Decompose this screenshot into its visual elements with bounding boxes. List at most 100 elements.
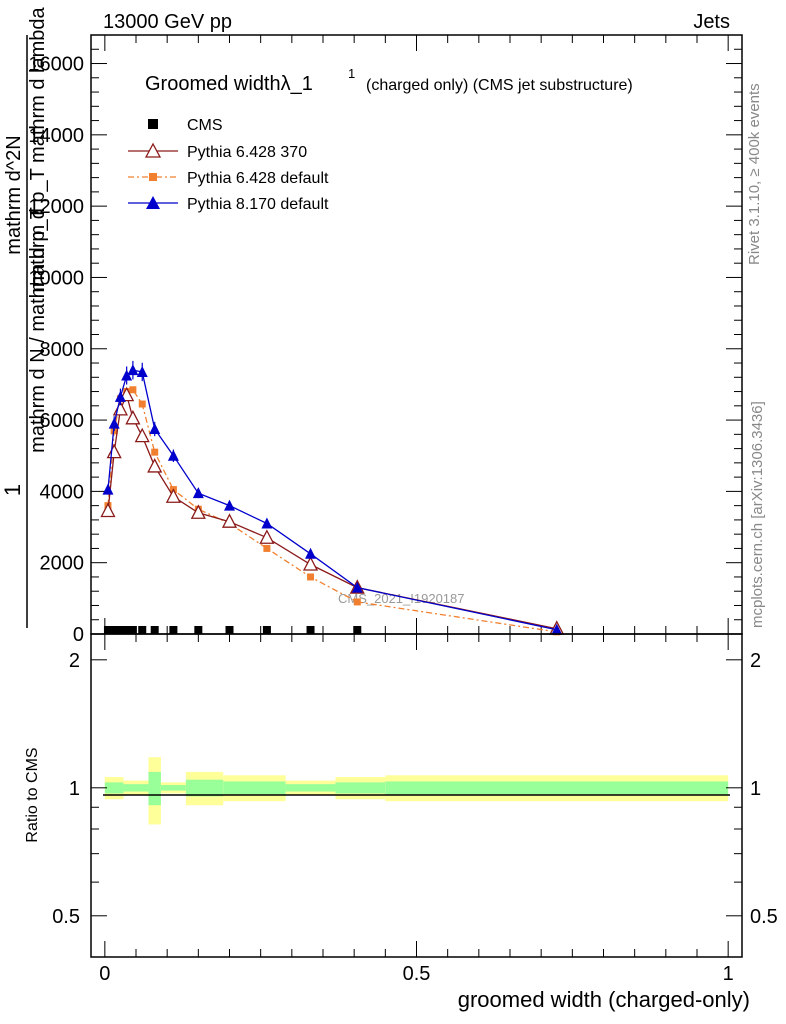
data-point xyxy=(128,626,137,634)
ratio-green-band xyxy=(104,782,124,794)
data-point xyxy=(121,369,133,381)
ratio-y-label: Ratio to CMS xyxy=(24,747,41,842)
ratio-ytick-label-right: 2 xyxy=(750,650,761,672)
main-ytick-label: 12000 xyxy=(28,196,84,218)
ylabel-numerator-1: 1 xyxy=(0,484,25,496)
main-ytick-labels: 0 2000 4000 6000 8000 10000 12000 14000 16000 xyxy=(28,54,84,646)
data-point xyxy=(261,517,273,529)
data-point xyxy=(103,626,112,634)
legend-label-pythia6-default: Pythia 6.428 default xyxy=(187,170,329,187)
series-pythia-6-428-370 xyxy=(100,386,565,635)
ratio-bands xyxy=(104,757,729,825)
main-panel: 0 2000 4000 6000 8000 10000 12000 14000 16000 1 … xyxy=(0,6,743,646)
data-point xyxy=(259,529,275,544)
legend-entry-pythia6-default: Pythia 6.428 default xyxy=(128,170,329,187)
header-left: 13000 GeV pp xyxy=(103,11,232,33)
data-point xyxy=(221,513,238,528)
main-ytick-label: 4000 xyxy=(40,481,85,503)
series-cms xyxy=(103,626,362,634)
data-point xyxy=(194,626,203,634)
mcplots-label: mcplots.cern.ch [arXiv:1306.3436] xyxy=(749,401,766,628)
data-point xyxy=(302,556,319,571)
data-point xyxy=(224,499,236,511)
data-point xyxy=(106,443,122,459)
ratio-ytick-label-left: 1 xyxy=(69,778,80,800)
data-point xyxy=(190,504,206,519)
ratio-green-band xyxy=(385,781,729,795)
legend-label-pythia8: Pythia 8.170 default xyxy=(187,196,329,213)
main-y-label: 1 mathrm d N / mathrm d p_T mathrm d^2N … xyxy=(0,6,49,628)
main-ytick-label: 2000 xyxy=(40,553,85,575)
data-point xyxy=(116,626,125,634)
ratio-green-band xyxy=(160,785,186,791)
data-point xyxy=(169,626,178,634)
data-point xyxy=(129,386,137,394)
legend-label-pythia6-370: Pythia 6.428 370 xyxy=(187,144,307,161)
main-y-ticks xyxy=(91,34,742,635)
data-point xyxy=(147,458,163,473)
series-line-pythia-6-428-370 xyxy=(107,393,557,630)
x-axis-label: groomed width (charged-only) xyxy=(458,987,750,1012)
data-point xyxy=(551,623,563,635)
main-title-sup: 1 xyxy=(348,66,355,81)
data-point xyxy=(100,502,116,518)
main-title: Groomed widthλ_1 xyxy=(145,73,313,95)
data-point xyxy=(262,626,271,634)
data-point xyxy=(305,547,317,559)
data-point xyxy=(110,626,119,634)
series-pythia-8-170-default xyxy=(102,360,563,635)
main-ytick-label: 14000 xyxy=(28,125,84,147)
ratio-green-band xyxy=(148,771,161,806)
rivet-label: Rivet 3.1.10, ≥ 400k events xyxy=(746,83,763,265)
data-point xyxy=(150,626,159,634)
data-point xyxy=(114,390,126,402)
data-point xyxy=(306,626,315,634)
x-tick-label: 1 xyxy=(723,963,734,985)
legend-entry-pythia8: Pythia 8.170 default xyxy=(128,196,329,213)
data-point xyxy=(136,365,148,377)
main-title-rest: (charged only) (CMS jet substructure) xyxy=(366,77,633,94)
ratio-frame xyxy=(90,633,743,958)
data-point xyxy=(165,488,181,503)
main-x-ticks xyxy=(104,35,729,634)
ratio-green-band xyxy=(223,781,286,795)
header-right: Jets xyxy=(693,11,730,33)
data-point xyxy=(138,626,147,634)
legend-label-cms: CMS xyxy=(187,117,223,134)
data-point xyxy=(151,448,159,456)
legend-entry-pythia6-370: Pythia 6.428 370 xyxy=(128,142,307,161)
x-tick-label: 0 xyxy=(99,963,110,985)
ylabel-denominator-1: mathrm d N / mathrm d p_T xyxy=(27,207,49,453)
ratio-y-ticks: 0.5 0.5 1 1 2 2 xyxy=(52,650,778,928)
legend-entry-cms: CMS xyxy=(148,117,223,134)
data-point xyxy=(122,626,131,634)
ratio-ytick-label-left: 2 xyxy=(69,650,80,672)
x-tick-label: 0.5 xyxy=(403,963,431,985)
data-point xyxy=(138,400,146,408)
ratio-green-band xyxy=(335,782,386,794)
data-point xyxy=(134,427,150,443)
data-point xyxy=(149,422,161,434)
data-point xyxy=(351,581,363,593)
ylabel-numerator-2: mathrm d^2N xyxy=(3,135,25,254)
main-ytick-label: 10000 xyxy=(28,267,84,289)
ratio-green-band xyxy=(285,784,336,792)
main-ytick-label: 6000 xyxy=(40,410,85,432)
data-point xyxy=(192,487,204,499)
ratio-ytick-label-right: 0.5 xyxy=(750,906,778,928)
data-point xyxy=(167,449,179,461)
main-title-text: Groomed widthλ_1 xyxy=(145,73,313,95)
data-point xyxy=(108,417,120,429)
legend: CMS Pythia 6.428 370 Pythia 6.428 defaul… xyxy=(128,117,329,213)
data-point xyxy=(353,598,361,606)
ratio-ytick-label-right: 1 xyxy=(750,778,761,800)
data-point xyxy=(127,364,139,376)
series-pythia-6-428-default xyxy=(104,386,561,636)
series-layer xyxy=(100,360,565,636)
analysis-watermark: CMS_2021_I1920187 xyxy=(338,591,465,606)
main-ytick-label: 8000 xyxy=(40,339,85,361)
data-point xyxy=(125,409,141,425)
data-point xyxy=(102,483,114,495)
data-point xyxy=(263,544,271,552)
